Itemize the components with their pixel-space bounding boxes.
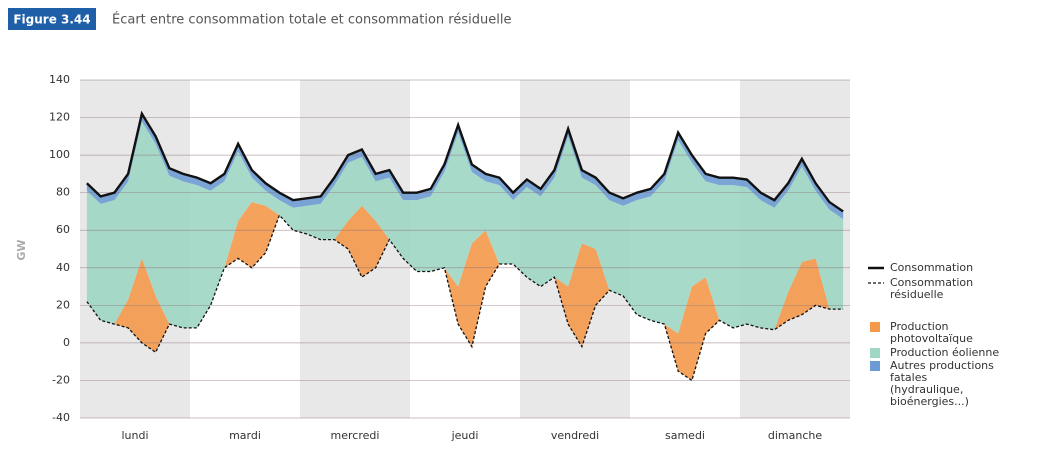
chart-title: Écart entre consommation totale et conso… — [112, 12, 511, 28]
legend-label: Production photovoltaïque — [890, 320, 973, 345]
x-tick-label: jeudi — [451, 429, 479, 442]
legend-label: Autres productions fatales (hydraulique, bi… — [890, 359, 994, 408]
x-tick-label: samedi — [665, 429, 705, 442]
y-tick-label: 20 — [56, 298, 70, 311]
legend-label: Production éolienne — [890, 346, 999, 359]
legend-swatch — [870, 348, 880, 358]
line — [86, 110, 844, 213]
legend-swatch — [870, 361, 880, 371]
x-tick-label: dimanche — [768, 429, 822, 442]
y-tick-label: 40 — [56, 261, 70, 274]
x-tick-label: mardi — [229, 429, 261, 442]
x-tick-label: lundi — [121, 429, 148, 442]
legend-label: Consommation — [890, 261, 973, 274]
y-axis-label: GW — [15, 239, 28, 260]
y-tick-label: -40 — [52, 411, 70, 424]
x-tick-label: vendredi — [551, 429, 599, 442]
y-tick-label: 0 — [63, 336, 70, 349]
line — [86, 213, 844, 382]
legend-swatch — [870, 322, 880, 332]
y-tick-label: 120 — [49, 111, 70, 124]
x-tick-label: mercredi — [331, 429, 380, 442]
area — [86, 202, 844, 381]
figure-label: Figure 3.44 — [13, 13, 90, 27]
y-tick-label: 140 — [49, 73, 70, 86]
y-tick-label: 80 — [56, 186, 70, 199]
y-tick-label: 60 — [56, 223, 70, 236]
figure-badge — [8, 8, 96, 30]
y-tick-label: -20 — [52, 373, 70, 386]
y-tick-label: 100 — [49, 148, 70, 161]
area — [86, 121, 844, 334]
legend-label: Consommation résiduelle — [890, 276, 973, 301]
